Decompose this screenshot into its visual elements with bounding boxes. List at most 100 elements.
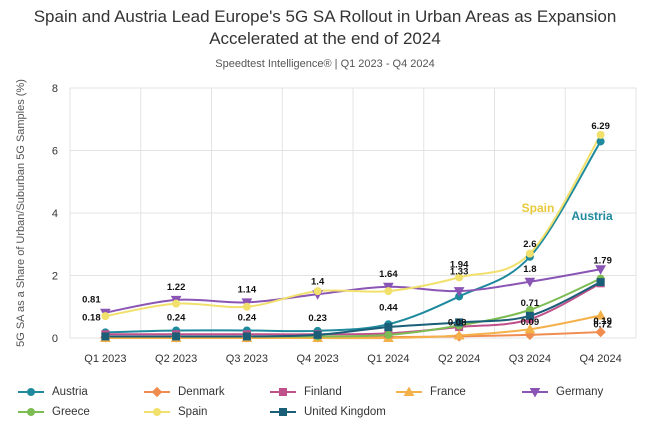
data-point-united-kingdom xyxy=(384,323,393,332)
y-tick-label: 2 xyxy=(52,271,58,283)
legend-marker-icon xyxy=(151,386,163,398)
data-point-austria xyxy=(596,137,605,146)
data-point-united-kingdom xyxy=(596,278,605,287)
data-point-united-kingdom xyxy=(455,318,464,327)
data-label: 0.72 xyxy=(593,320,612,331)
data-label: 1.8 xyxy=(523,264,536,275)
data-label: 1.22 xyxy=(167,282,186,293)
data-point-united-kingdom xyxy=(172,332,181,341)
legend-item-denmark[interactable]: Denmark xyxy=(144,386,225,398)
data-label: 0.44 xyxy=(379,302,398,313)
y-tick-label: 8 xyxy=(52,83,58,95)
legend-item-greece[interactable]: Greece xyxy=(18,406,90,418)
data-point-spain xyxy=(455,273,464,282)
legend-swatch-icon xyxy=(522,388,548,398)
data-label: 1.94 xyxy=(450,259,469,270)
data-point-france xyxy=(524,323,536,334)
data-label: 0.71 xyxy=(521,298,540,309)
data-label: 2.6 xyxy=(523,239,536,250)
legend-swatch-icon xyxy=(18,408,44,416)
data-point-denmark xyxy=(595,326,606,338)
x-tick-label: Q2 2024 xyxy=(438,353,480,365)
y-tick-label: 6 xyxy=(52,146,58,158)
legend-label: Austria xyxy=(52,386,88,398)
legend-swatch-icon xyxy=(144,386,170,398)
legend-item-finland[interactable]: Finland xyxy=(270,386,342,398)
legend-label: Spain xyxy=(178,406,208,418)
annotation-spain: Spain xyxy=(522,201,555,215)
x-tick-label: Q4 2023 xyxy=(297,353,339,365)
legend-marker-icon xyxy=(27,408,35,416)
chart-subtitle: Speedtest Intelligence® | Q1 2023 - Q4 2… xyxy=(215,58,435,70)
legend-marker-icon xyxy=(279,388,287,396)
data-label: 0.08 xyxy=(448,318,467,329)
legend-swatch-icon xyxy=(396,386,422,396)
series-line-germany xyxy=(105,268,601,314)
legend-label: France xyxy=(430,386,466,398)
x-tick-label: Q2 2023 xyxy=(155,353,197,365)
data-point-spain xyxy=(242,302,251,311)
legend-swatch-icon xyxy=(18,388,44,396)
data-label: 1.4 xyxy=(311,276,325,287)
data-point-greece xyxy=(384,330,393,339)
data-label: 0.18 xyxy=(82,312,101,323)
y-tick-label: 0 xyxy=(52,333,58,345)
data-point-spain xyxy=(525,249,534,258)
legend-swatch-icon xyxy=(270,408,296,416)
data-point-united-kingdom xyxy=(313,330,322,339)
data-point-germany xyxy=(453,287,465,297)
data-point-france xyxy=(595,309,606,320)
chart-title: Spain and Austria Lead Europe's 5G SA Ro… xyxy=(33,7,617,48)
data-point-germany xyxy=(524,277,536,288)
legend-item-france[interactable]: France xyxy=(396,386,466,398)
data-label: 0.19 xyxy=(593,316,612,327)
data-label: 0.24 xyxy=(238,313,257,324)
x-tick-label: Q1 2024 xyxy=(367,353,409,365)
y-axis-label: 5G SA as a Share of Urban/Suburban 5G Sa… xyxy=(15,79,27,347)
legend-marker-icon xyxy=(153,408,161,416)
data-label: 0.23 xyxy=(308,313,327,324)
y-tick-label: 4 xyxy=(52,208,58,220)
legend-marker-icon xyxy=(529,388,541,398)
legend-label: Germany xyxy=(556,386,604,398)
data-label: 0.09 xyxy=(521,317,540,328)
legend-marker-icon xyxy=(27,388,35,396)
data-point-spain xyxy=(101,312,110,321)
legend-marker-icon xyxy=(279,408,287,416)
series-line-france xyxy=(105,314,601,340)
data-point-spain xyxy=(313,287,322,296)
legend-label: Denmark xyxy=(178,386,225,398)
x-tick-label: Q1 2023 xyxy=(84,353,126,365)
annotation-austria: Austria xyxy=(571,209,613,223)
data-label: 1.14 xyxy=(238,284,257,295)
legend-item-germany[interactable]: Germany xyxy=(522,386,603,398)
legend-label: Greece xyxy=(52,406,90,418)
series-line-finland xyxy=(105,282,602,336)
data-label: 6.29 xyxy=(591,121,610,132)
legend-label: Finland xyxy=(304,386,342,398)
legend-swatch-icon xyxy=(270,388,296,396)
x-tick-label: Q3 2024 xyxy=(509,353,551,365)
data-point-spain xyxy=(172,299,181,308)
legend-label: United Kingdom xyxy=(304,406,386,418)
legend: Austria Denmark Finland France Germany Greec… xyxy=(18,386,638,426)
data-label: 0.81 xyxy=(82,295,101,306)
data-label: 1.64 xyxy=(379,269,398,280)
data-point-united-kingdom xyxy=(101,332,110,341)
series-line-united-kingdom xyxy=(105,281,602,338)
data-point-spain xyxy=(384,287,393,296)
legend-item-austria[interactable]: Austria xyxy=(18,386,88,398)
legend-marker-icon xyxy=(403,386,415,396)
legend-swatch-icon xyxy=(144,408,170,416)
data-point-united-kingdom xyxy=(242,332,251,341)
data-point-france xyxy=(453,329,465,340)
legend-item-united-kingdom[interactable]: United Kingdom xyxy=(270,406,386,418)
data-label: 1.33 xyxy=(450,266,469,277)
x-tick-label: Q3 2023 xyxy=(226,353,268,365)
legend-item-spain[interactable]: Spain xyxy=(144,406,207,418)
x-tick-label: Q4 2024 xyxy=(580,353,622,365)
data-point-spain xyxy=(596,130,605,139)
data-label: 1.79 xyxy=(593,255,612,266)
